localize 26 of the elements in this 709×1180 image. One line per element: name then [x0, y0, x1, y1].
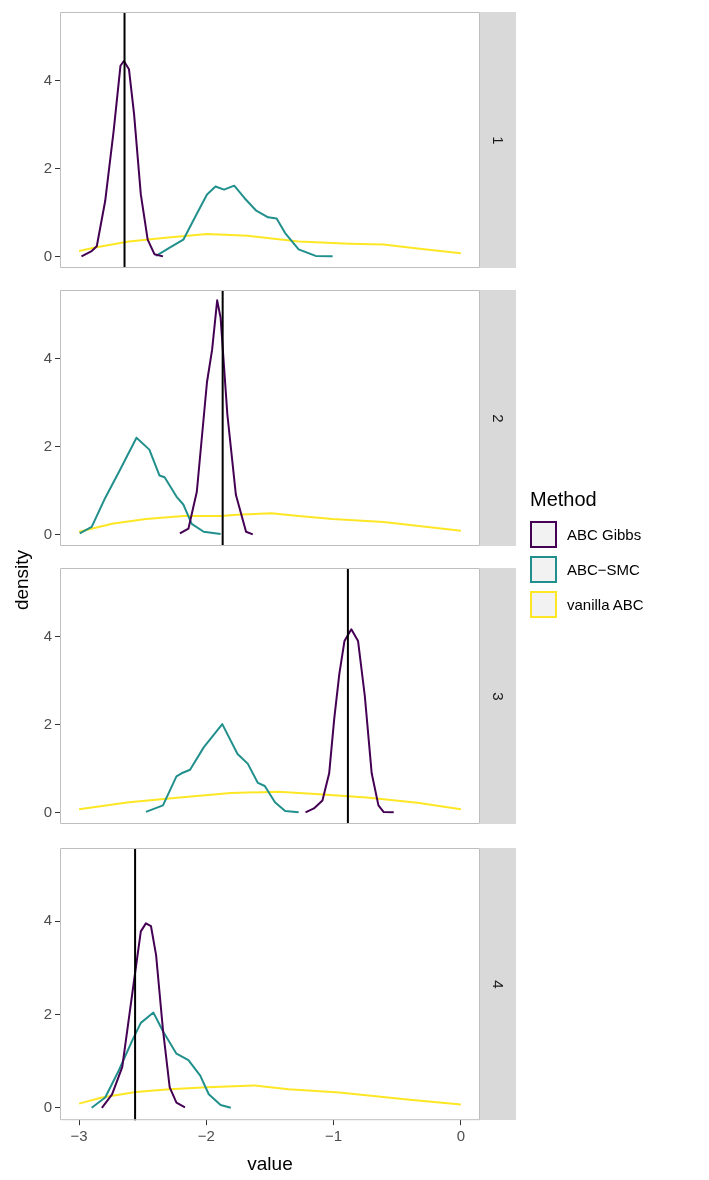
text: 1	[489, 135, 507, 145]
y-tick-label: 4	[43, 348, 52, 366]
x-tick-label: −1	[325, 1127, 343, 1145]
y-tick-label: 4	[43, 70, 52, 88]
legend-label: vanilla ABC	[567, 596, 644, 613]
y-axis-title: density	[11, 549, 33, 611]
y-tick-label: 2	[43, 1004, 52, 1022]
legend-label: ABC Gibbs	[567, 526, 642, 543]
y-tick-label: 0	[43, 524, 52, 542]
legend-label: ABC−SMC	[567, 561, 640, 578]
y-tick-label: 0	[43, 802, 52, 820]
y-tick-label: 0	[43, 246, 52, 264]
text: 3	[489, 691, 507, 701]
legend-title: Method	[530, 488, 598, 511]
x-tick-label: −3	[70, 1127, 88, 1145]
x-axis-title: value	[247, 1152, 293, 1174]
text: 4	[489, 979, 507, 989]
y-tick-label: 2	[43, 436, 52, 454]
y-tick-label: 2	[43, 714, 52, 732]
y-tick-label: 2	[43, 158, 52, 176]
x-tick-label: 0	[456, 1127, 466, 1145]
y-tick-label: 4	[43, 626, 52, 644]
y-tick-label: 4	[43, 911, 52, 929]
y-tick-label: 0	[43, 1097, 52, 1115]
text: 2	[489, 413, 507, 423]
x-tick-label: −2	[197, 1127, 215, 1145]
